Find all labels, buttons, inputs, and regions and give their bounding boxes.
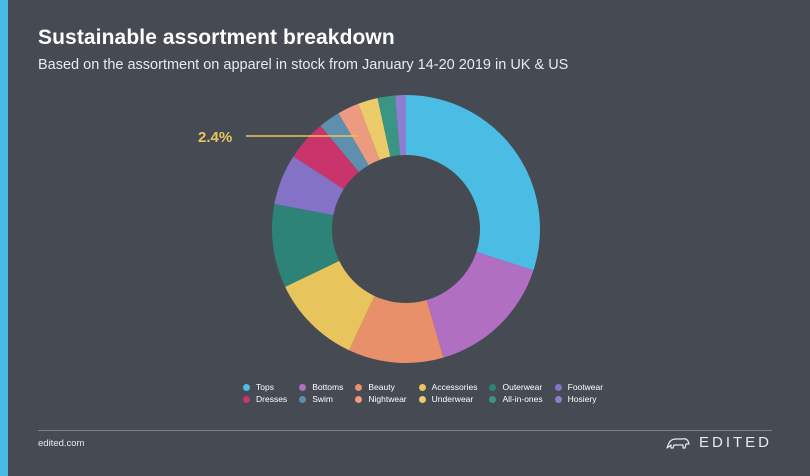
- chart-subtitle: Based on the assortment on apparel in st…: [38, 57, 569, 73]
- slice-all-in-ones: [377, 95, 400, 157]
- legend-swatch: [243, 395, 250, 403]
- legend-label: Beauty: [368, 382, 395, 392]
- legend-swatch: [243, 383, 250, 391]
- legend-swatch: [299, 383, 307, 391]
- legend-item-all-in-ones: All-in-ones: [489, 394, 543, 404]
- legend-item-bottoms: Bottoms: [299, 382, 343, 392]
- donut-chart: 2.4%: [198, 95, 540, 363]
- slice-footwear: [274, 156, 344, 216]
- legend-label: Underwear: [431, 394, 474, 404]
- legend-swatch: [355, 395, 363, 403]
- footer-site[interactable]: edited.com: [38, 438, 85, 449]
- legend-item-accessories: Accessories: [418, 382, 478, 392]
- legend-item-swim: Swim: [299, 394, 343, 404]
- legend-swatch: [299, 395, 307, 403]
- slice-hosiery: [395, 95, 406, 156]
- legend-item-nightwear: Nightwear: [355, 394, 407, 404]
- legend-swatch: [355, 383, 363, 391]
- callout-label: 2.4%: [198, 129, 232, 146]
- legend-item-underwear: Underwear: [418, 394, 478, 404]
- legend-swatch: [554, 383, 562, 391]
- legend-label: Hosiery: [567, 394, 597, 404]
- accent-bar: [0, 0, 8, 476]
- legend-swatch: [489, 383, 497, 391]
- legend-label: Swim: [312, 394, 333, 404]
- legend-label: Nightwear: [368, 394, 407, 404]
- legend-label: Footwear: [567, 382, 604, 392]
- slice-underwear: [358, 98, 391, 160]
- chart-legend: Tops Bottoms Beauty Accessories Outerwear Foo…: [243, 382, 603, 404]
- legend-label: Tops: [256, 382, 274, 392]
- slice-nightwear: [338, 103, 380, 166]
- legend-item-tops: Tops: [243, 382, 287, 392]
- slice-tops: [406, 95, 540, 271]
- legend-swatch: [418, 395, 426, 403]
- legend-item-beauty: Beauty: [355, 382, 406, 392]
- legend-item-dresses: Dresses: [243, 394, 287, 404]
- slice-beauty: [348, 295, 444, 363]
- slice-accessories: [285, 260, 375, 351]
- legend-swatch: [489, 395, 497, 403]
- legend-item-footwear: Footwear: [554, 382, 604, 392]
- brand-name: EDITED: [698, 434, 772, 451]
- legend-swatch: [418, 383, 426, 391]
- slice-bottoms: [426, 251, 534, 358]
- footer-divider: [38, 430, 772, 431]
- legend-label: Dresses: [256, 394, 288, 404]
- legend-item-hosiery: Hosiery: [554, 394, 603, 404]
- legend-swatch: [554, 395, 562, 403]
- legend-label: Bottoms: [312, 382, 344, 392]
- slice-outerwear: [272, 203, 340, 287]
- legend-label: All-in-ones: [502, 394, 543, 404]
- legend-label: Accessories: [431, 382, 478, 392]
- footer-brand: EDITED: [665, 434, 772, 451]
- legend-item-outerwear: Outerwear: [489, 382, 542, 392]
- donut-slices: [272, 95, 540, 363]
- bear-logo-icon: [666, 437, 690, 449]
- slice-dresses: [293, 125, 359, 189]
- slice-swim: [320, 113, 369, 172]
- legend-label: Outerwear: [502, 382, 543, 392]
- chart-title: Sustainable assortment breakdown: [38, 26, 395, 49]
